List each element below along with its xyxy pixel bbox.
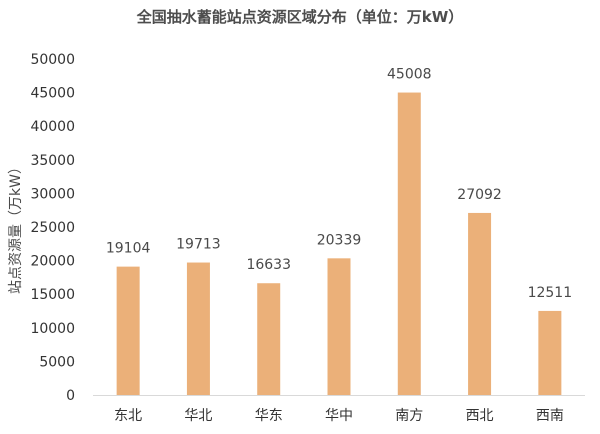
bar-value-label: 12511 [528,285,573,301]
y-tick-label: 0 [66,388,75,404]
value-labels: 19104 19713 16633 20339 45008 27092 12511 [106,67,572,301]
y-tick-label: 25000 [30,220,75,236]
x-tick-label: 西南 [536,408,564,424]
x-tick-label: 华北 [184,408,212,424]
y-tick-label: 20000 [30,254,75,270]
y-tick-label: 30000 [30,186,75,202]
bar [257,283,281,395]
y-axis-label: 站点资源量（万kW） [8,160,24,294]
bar-value-label: 20339 [317,232,362,248]
chart-title: 全国抽水蓄能站点资源区域分布（单位：万kW） [136,8,464,26]
bar-value-label: 45008 [387,67,432,83]
x-tick-label: 西北 [466,408,494,424]
x-tick-label: 南方 [395,408,423,424]
y-tick-label: 45000 [30,86,75,102]
bar [397,92,421,396]
bars [116,92,562,396]
bar [538,310,562,395]
y-tick-label: 50000 [30,52,75,68]
x-tick-label: 华中 [325,408,353,424]
y-tick-label: 35000 [30,153,75,169]
y-axis-ticks: 0 5000 10000 15000 20000 25000 30000 35000 40000… [30,52,75,404]
bar [186,262,210,395]
bar-value-label: 16633 [246,257,291,273]
bar-value-label: 19713 [176,237,221,253]
bar-value-label: 27092 [457,187,502,203]
x-tick-label: 华东 [255,408,283,424]
x-tick-label: 东北 [114,408,142,424]
bar [116,266,140,395]
y-tick-label: 10000 [30,321,75,337]
y-tick-label: 15000 [30,287,75,303]
bar-value-label: 19104 [106,241,151,257]
bar [468,212,492,395]
y-tick-label: 5000 [39,354,75,370]
bar [327,258,351,395]
x-axis-labels: 东北 华北 华东 华中 南方 西北 西南 [114,408,564,424]
y-tick-label: 40000 [30,119,75,135]
